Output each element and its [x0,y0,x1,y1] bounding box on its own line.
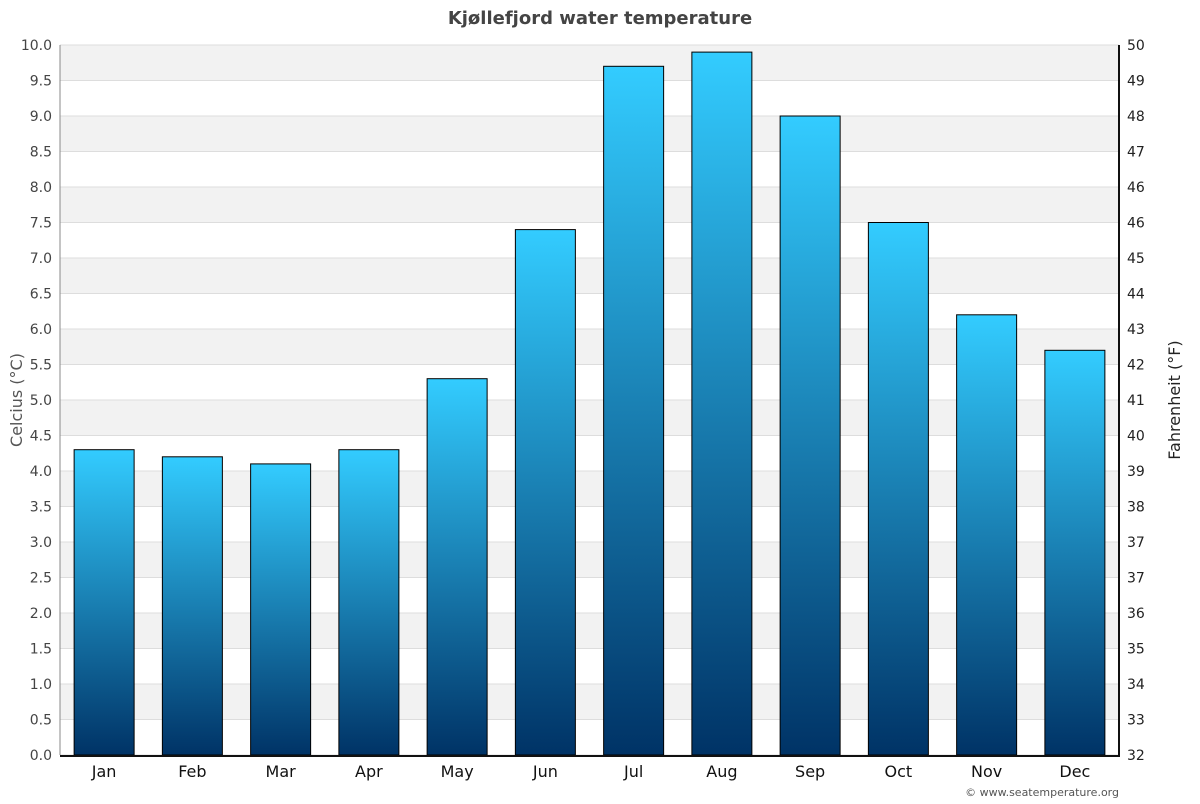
x-tick-label: Feb [178,762,206,781]
x-tick-label: Nov [971,762,1002,781]
y-tick-label: 1.0 [30,677,52,693]
y-tick-label: 3.5 [30,500,52,516]
grid-band [60,471,1119,507]
y-tick-label-right: 34 [1127,677,1145,693]
x-tick-label: Jun [532,762,558,781]
x-tick-label: May [441,762,474,781]
y-axis-label-left: Celcius (°C) [7,353,26,447]
x-tick-label: Sep [795,762,825,781]
bar-may[interactable] [426,378,488,756]
y-tick-label-right: 36 [1127,606,1145,622]
grid-band [60,400,1119,436]
bar-mar[interactable] [250,463,312,756]
grid-band [60,116,1119,152]
y-tick-label: 7.5 [30,216,52,232]
bar-jan[interactable] [73,449,135,756]
y-tick-label: 6.0 [30,322,52,338]
bar-jul[interactable] [603,65,665,756]
x-tick-label: Jan [91,762,117,781]
x-tick-label: Mar [266,762,297,781]
y-tick-label: 2.5 [30,571,52,587]
y-tick-label-right: 39 [1127,464,1145,480]
grid-band [60,329,1119,365]
grid-band [60,613,1119,649]
x-tick-label: Apr [355,762,383,781]
y-tick-label-right: 48 [1127,109,1145,125]
y-tick-label-right: 47 [1127,145,1145,161]
x-tick-label: Jul [623,762,643,781]
y-tick-label-right: 37 [1127,535,1145,551]
y-tick-label-right: 44 [1127,287,1145,303]
x-tick-label: Aug [706,762,737,781]
y-tick-label: 10.0 [21,38,52,54]
credit-text[interactable]: © www.seatemperature.org [965,786,1119,799]
grid-band [60,45,1119,81]
grid-band [60,542,1119,578]
y-tick-label-right: 49 [1127,74,1145,90]
bar-oct[interactable] [867,222,929,756]
bar-sep[interactable] [779,115,841,756]
y-tick-label: 6.5 [30,287,52,303]
y-tick-label-right: 46 [1127,216,1145,232]
y-tick-label: 0.0 [30,748,52,764]
y-tick-label-right: 38 [1127,500,1145,516]
y-tick-label: 3.0 [30,535,52,551]
y-tick-label-right: 46 [1127,180,1145,196]
grid-band [60,258,1119,294]
y-tick-label: 9.0 [30,109,52,125]
bar-apr[interactable] [338,449,400,756]
bar-jun[interactable] [514,229,576,756]
y-tick-label: 9.5 [30,74,52,90]
y-tick-label-right: 32 [1127,748,1145,764]
y-tick-label-right: 35 [1127,642,1145,658]
y-tick-label-right: 42 [1127,358,1145,374]
y-tick-label-right: 41 [1127,393,1145,409]
y-axis-label-right: Fahrenheit (°F) [1165,340,1184,459]
bar-feb[interactable] [161,456,223,756]
y-tick-label: 8.5 [30,145,52,161]
chart-title: Kjøllefjord water temperature [448,8,752,29]
y-tick-label-right: 33 [1127,713,1145,729]
y-tick-label: 2.0 [30,606,52,622]
y-tick-label: 8.0 [30,180,52,196]
y-tick-label: 4.5 [30,429,52,445]
grid-band [60,187,1119,223]
x-tick-label: Dec [1059,762,1090,781]
bar-dec[interactable] [1044,349,1106,756]
y-tick-label-right: 43 [1127,322,1145,338]
x-tick-label: Oct [885,762,913,781]
bar-aug[interactable] [691,51,753,756]
grid-band [60,684,1119,720]
y-tick-label: 4.0 [30,464,52,480]
y-tick-label: 7.0 [30,251,52,267]
y-tick-label: 1.5 [30,642,52,658]
y-tick-label-right: 45 [1127,251,1145,267]
y-tick-label-right: 50 [1127,38,1145,54]
bar-nov[interactable] [956,314,1018,756]
y-tick-label: 0.5 [30,713,52,729]
y-tick-label-right: 37 [1127,571,1145,587]
y-tick-label: 5.0 [30,393,52,409]
y-tick-label: 5.5 [30,358,52,374]
y-tick-label-right: 40 [1127,429,1145,445]
